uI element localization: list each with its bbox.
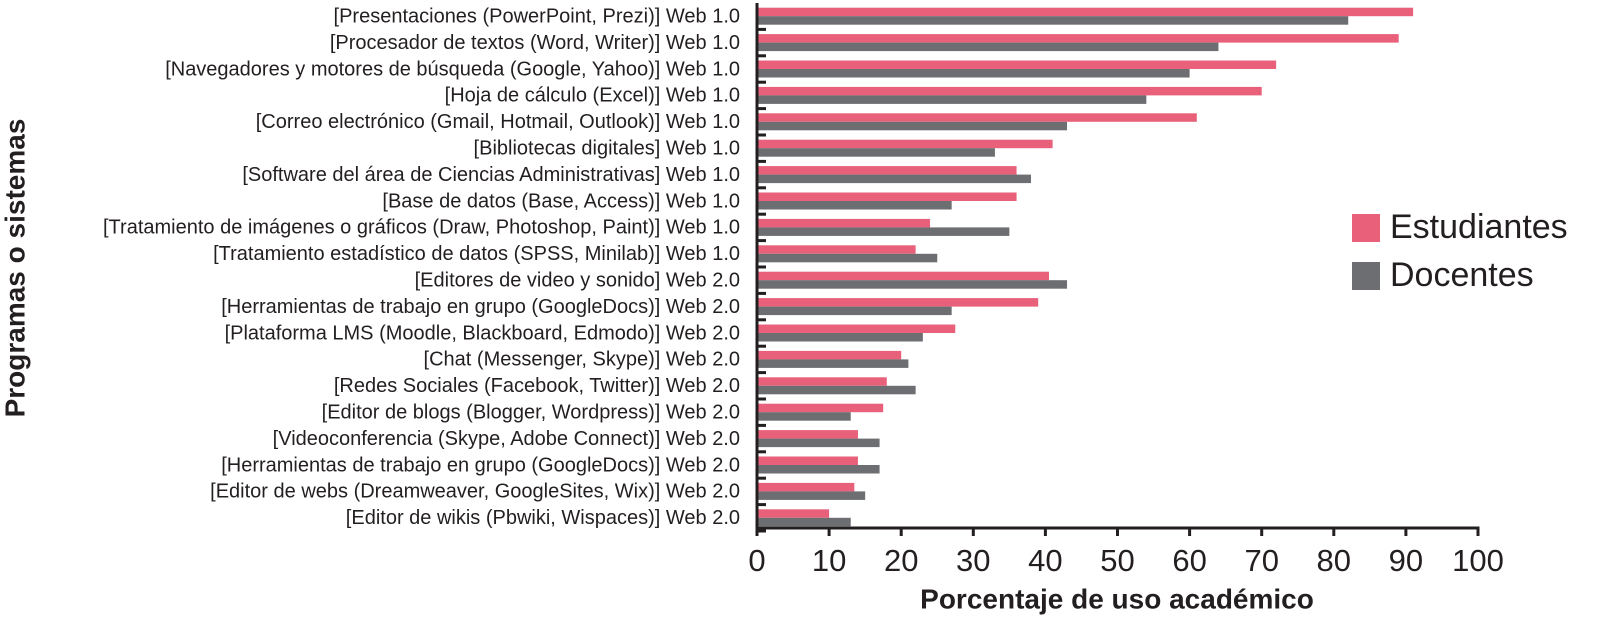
x-tick-label: 60 xyxy=(1172,543,1206,578)
x-axis-title: Porcentaje de uso académico xyxy=(920,583,1314,614)
bar xyxy=(757,121,1068,131)
y-tick-label: [Editor de wikis (Pbwiki, Wispaces)] Web… xyxy=(346,507,740,529)
bar xyxy=(757,385,916,395)
bar xyxy=(757,139,1053,149)
legend-swatch xyxy=(1352,214,1380,242)
bar xyxy=(757,280,1068,289)
y-tick-label: [Redes Sociales (Facebook, Twitter)] Web… xyxy=(334,375,740,397)
bar xyxy=(757,34,1399,43)
y-tick-label: [Herramientas de trabajo en grupo (Googl… xyxy=(221,296,740,318)
y-tick-label: [Navegadores y motores de búsqueda (Goog… xyxy=(165,58,740,80)
bar xyxy=(757,456,858,465)
legend-swatch xyxy=(1352,262,1380,290)
bar xyxy=(757,201,952,210)
bar xyxy=(757,7,1414,17)
y-tick-label: [Hoja de cálculo (Excel)] Web 1.0 xyxy=(445,85,740,107)
bar xyxy=(757,60,1277,69)
y-tick-label: [Bibliotecas digitales] Web 1.0 xyxy=(474,137,740,159)
x-tick-label: 40 xyxy=(1028,543,1062,578)
x-tick-label: 80 xyxy=(1317,543,1351,578)
bar xyxy=(757,465,880,474)
bar xyxy=(757,509,830,518)
x-tick-label: 90 xyxy=(1389,543,1423,578)
y-tick-label: [Procesador de textos (Word, Writer)] We… xyxy=(330,32,740,54)
bar xyxy=(757,95,1147,104)
y-tick-label: [Videoconferencia (Skype, Adobe Connect)… xyxy=(273,428,740,450)
y-tick-label: [Correo electrónico (Gmail, Hotmail, Out… xyxy=(256,111,740,133)
legend-label: Docentes xyxy=(1390,256,1534,294)
y-tick-label: [Base de datos (Base, Access)] Web 1.0 xyxy=(382,190,740,212)
y-tick-label: [Software del área de Ciencias Administr… xyxy=(242,164,740,186)
bar xyxy=(757,412,851,421)
bar xyxy=(757,350,902,360)
bar xyxy=(757,482,855,492)
bar xyxy=(757,333,923,342)
bar xyxy=(757,438,880,448)
bar xyxy=(757,517,851,527)
bar xyxy=(757,69,1190,78)
bar xyxy=(757,192,1017,201)
bar xyxy=(757,42,1219,52)
bar xyxy=(757,148,995,157)
bar xyxy=(757,218,931,228)
x-tick-label: 70 xyxy=(1244,543,1278,578)
bar xyxy=(757,359,909,368)
bar xyxy=(757,86,1262,96)
bar xyxy=(757,245,916,254)
x-tick-label: 100 xyxy=(1452,543,1504,578)
bar xyxy=(757,377,887,386)
bar xyxy=(757,16,1349,25)
bar xyxy=(757,306,952,316)
y-tick-label: [Tratamiento de imágenes o gráficos (Dra… xyxy=(103,217,740,239)
x-tick-label: 50 xyxy=(1100,543,1134,578)
y-tick-label: [Editores de video y sonido] Web 2.0 xyxy=(415,269,740,291)
y-tick-label: [Herramientas de trabajo en grupo (Googl… xyxy=(221,454,740,476)
bar xyxy=(757,324,956,333)
y-tick-label: [Presentaciones (PowerPoint, Prezi)] Web… xyxy=(334,5,740,27)
bar xyxy=(757,430,858,439)
bar xyxy=(757,271,1050,281)
legend-label: Estudiantes xyxy=(1390,208,1568,246)
x-tick-label: 10 xyxy=(812,543,846,578)
bar xyxy=(757,166,1017,175)
bar xyxy=(757,491,866,500)
y-tick-label: [Editor de blogs (Blogger, Wordpress)] W… xyxy=(322,401,740,423)
bar xyxy=(757,253,938,263)
x-tick-label: 0 xyxy=(748,543,765,578)
bar xyxy=(757,403,884,413)
y-axis-title: Programas o sistemas xyxy=(0,119,30,418)
y-tick-label: [Chat (Messenger, Skype)] Web 2.0 xyxy=(424,349,740,371)
bar xyxy=(757,227,1010,236)
bar xyxy=(757,113,1197,122)
bar xyxy=(757,298,1039,307)
bar xyxy=(757,174,1031,184)
y-tick-label: [Editor de webs (Dreamweaver, GoogleSite… xyxy=(210,481,740,503)
y-tick-label: [Plataforma LMS (Moodle, Blackboard, Edm… xyxy=(225,322,740,344)
x-tick-label: 20 xyxy=(884,543,918,578)
x-tick-label: 30 xyxy=(956,543,990,578)
y-tick-label: [Tratamiento estadístico de datos (SPSS,… xyxy=(213,243,740,265)
